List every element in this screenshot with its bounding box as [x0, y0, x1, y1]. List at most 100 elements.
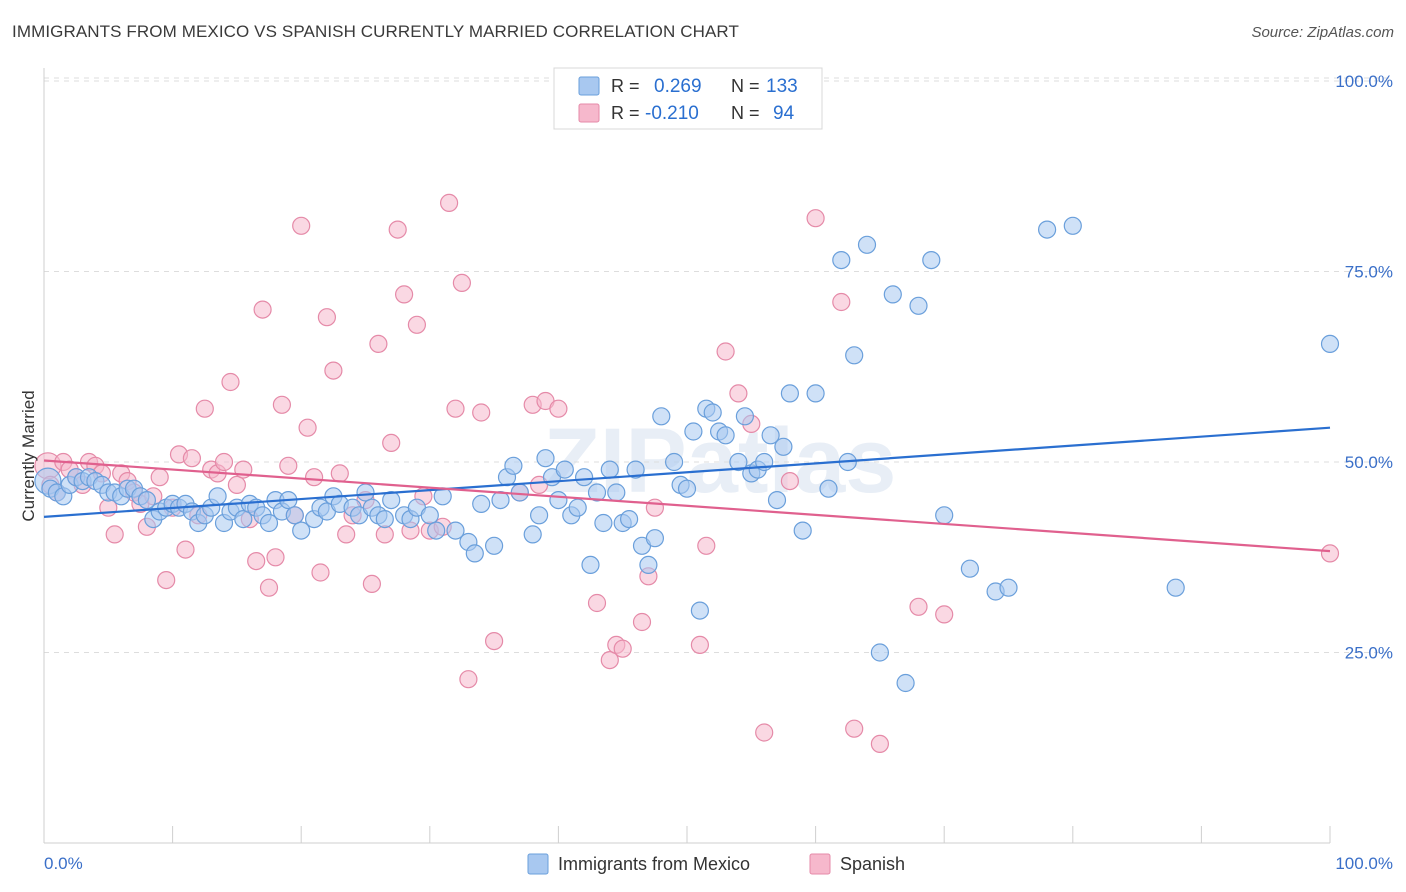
- spanish-point: [157, 570, 176, 590]
- r-label: R =: [611, 76, 640, 96]
- spanish-trend-line: [43, 459, 1331, 553]
- spanish-point: [697, 536, 716, 555]
- spanish-point: [375, 525, 394, 544]
- mexico-point: [729, 452, 748, 472]
- mexico-point: [619, 509, 639, 529]
- spanish-point: [388, 220, 407, 239]
- spanish-point: [195, 399, 214, 418]
- r-value: 0.269: [654, 76, 702, 97]
- mexico-point: [549, 491, 568, 510]
- spanish-point: [311, 563, 330, 582]
- spanish-point: [317, 308, 336, 327]
- legend-label-spanish: Spanish: [840, 854, 905, 874]
- mexico-point: [806, 384, 825, 403]
- spanish-point: [845, 719, 864, 738]
- r-value: -0.210: [645, 103, 699, 124]
- n-value: 133: [766, 76, 798, 97]
- mexico-point: [1063, 216, 1082, 235]
- spanish-point: [182, 449, 201, 468]
- y-tick-labels: 25.0% 50.0% 75.0% 100.0%: [1335, 72, 1393, 663]
- r-label: R =: [611, 103, 640, 123]
- mexico-point: [780, 384, 800, 403]
- mexico-point: [735, 407, 755, 426]
- n-label: N =: [731, 103, 760, 123]
- spanish-point: [176, 540, 195, 559]
- mexico-point: [529, 506, 549, 525]
- n-value: 94: [773, 103, 795, 124]
- spanish-point: [362, 574, 381, 594]
- mexico-point: [465, 544, 484, 563]
- mexico-point: [684, 422, 703, 441]
- legend-swatch-mexico: [578, 76, 600, 96]
- mexico-point: [375, 509, 394, 529]
- mexico-point: [587, 483, 607, 502]
- spanish-point: [549, 399, 568, 418]
- spanish-point: [247, 551, 266, 571]
- spanish-point: [780, 472, 800, 491]
- mexico-point: [285, 506, 304, 525]
- mexico-point: [1166, 578, 1185, 597]
- spanish-point: [150, 468, 169, 487]
- mexico-points: [34, 216, 1340, 693]
- spanish-point: [279, 456, 298, 475]
- mexico-point: [922, 251, 941, 270]
- mexico-point: [581, 555, 600, 575]
- y-tick-label: 25.0%: [1345, 644, 1393, 663]
- mexico-point: [703, 403, 722, 422]
- spanish-point: [227, 475, 246, 494]
- spanish-point: [330, 464, 349, 483]
- legend-swatch-spanish: [578, 103, 600, 123]
- x-axis-ticks: [43, 826, 1331, 843]
- mexico-point: [626, 460, 645, 479]
- mexico-point: [1037, 220, 1057, 239]
- mexico-point: [935, 506, 954, 525]
- mexico-point: [1320, 334, 1340, 353]
- mexico-point: [909, 296, 928, 315]
- mexico-point: [427, 521, 446, 540]
- spanish-point: [369, 334, 388, 353]
- mexico-point: [767, 491, 787, 510]
- mexico-point: [870, 643, 890, 662]
- stats-legend: R = 0.269 N = 133 R = -0.210 N = 94: [553, 67, 823, 130]
- y-tick-label: 50.0%: [1345, 453, 1393, 472]
- mexico-point: [690, 601, 710, 620]
- spanish-point: [407, 315, 426, 334]
- spanish-point: [459, 670, 478, 689]
- mexico-point: [292, 521, 311, 540]
- spanish-point: [382, 433, 401, 452]
- mexico-point: [845, 346, 864, 365]
- mexico-point: [472, 494, 491, 513]
- spanish-point: [324, 361, 343, 380]
- gridlines: [44, 77, 1392, 653]
- y-tick-label: 75.0%: [1345, 263, 1393, 282]
- spanish-points: [34, 193, 1340, 754]
- spanish-point: [485, 631, 504, 651]
- mexico-point: [639, 555, 658, 575]
- spanish-point: [395, 285, 414, 304]
- mexico-point: [857, 235, 877, 254]
- spanish-point: [755, 723, 774, 742]
- mexico-point: [832, 251, 851, 270]
- mexico-point: [999, 578, 1018, 597]
- mexico-point: [761, 426, 780, 445]
- mexico-point: [607, 483, 626, 502]
- mexico-point: [555, 460, 574, 479]
- spanish-point: [253, 300, 272, 319]
- mexico-point: [819, 479, 838, 498]
- spanish-point: [105, 525, 124, 544]
- spanish-point: [472, 403, 491, 422]
- y-axis-label: Currently Married: [19, 390, 38, 521]
- mexico-point: [594, 513, 613, 533]
- mexico-point: [664, 452, 684, 472]
- spanish-point: [716, 342, 735, 361]
- x-tick-label-max: 100.0%: [1335, 854, 1393, 873]
- mexico-point: [420, 506, 439, 525]
- mexico-point: [485, 536, 504, 555]
- spanish-point: [446, 399, 465, 418]
- spanish-point: [292, 216, 311, 235]
- spanish-point: [870, 734, 890, 754]
- spanish-point: [440, 193, 459, 212]
- chart-title: IMMIGRANTS FROM MEXICO VS SPANISH CURREN…: [12, 22, 739, 41]
- spanish-point: [935, 605, 954, 624]
